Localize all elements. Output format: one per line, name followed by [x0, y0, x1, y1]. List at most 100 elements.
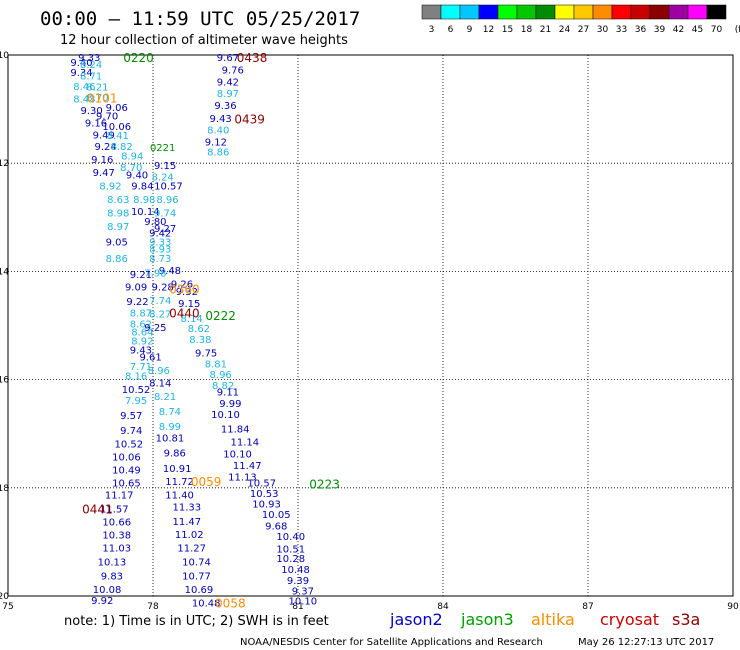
pass-label: 0220 — [123, 51, 154, 65]
legend-label: 3 — [429, 25, 435, 35]
data-label: 10.74 — [182, 557, 211, 568]
data-label: 8.24 — [80, 60, 102, 71]
chart-subtitle: 12 hour collection of altimeter wave hei… — [60, 33, 348, 48]
data-label: 10.57 — [154, 181, 183, 192]
data-label: 8.16 — [125, 371, 147, 382]
data-label: 11.13 — [228, 472, 257, 483]
data-label: 8.97 — [217, 89, 239, 100]
data-label: 11.84 — [221, 424, 250, 435]
legend-label: 21 — [540, 25, 551, 35]
data-label: 10.10 — [223, 450, 252, 461]
data-label: 9.24 — [95, 142, 117, 153]
data-label: 8.41 — [107, 131, 129, 142]
legend-label: 36 — [635, 25, 647, 35]
data-label: 11.40 — [165, 490, 194, 501]
data-label: 8.62 — [130, 319, 152, 330]
x-tick-label: 90 — [727, 602, 739, 612]
data-label: 8.96 — [210, 370, 232, 381]
data-label: 10.06 — [112, 452, 141, 463]
y-tick-labels: -10 -12 -14 -16 -18 -20 — [0, 51, 9, 602]
x-tick-labels: 75 78 81 84 87 90 — [2, 602, 739, 612]
data-label: 9.11 — [217, 388, 239, 399]
data-label: 9.05 — [106, 238, 128, 249]
data-label: 8.87 — [130, 309, 152, 320]
data-label: 8.86 — [207, 147, 229, 158]
data-label: 9.30 — [80, 106, 102, 117]
data-label: 9.27 — [154, 224, 176, 235]
data-label: 10.52 — [122, 385, 151, 396]
data-label: 9.76 — [222, 66, 244, 77]
data-label: 9.16 — [85, 119, 107, 130]
data-label: 9.49 — [93, 131, 115, 142]
data-label: 9.70 — [96, 112, 118, 123]
legend-swatch — [478, 4, 499, 20]
y-tick-label: -10 — [0, 51, 9, 61]
legend-label: 12 — [483, 25, 494, 35]
data-label: 8.40 — [207, 126, 229, 137]
data-label: 9.15 — [178, 299, 200, 310]
data-label: 10.53 — [250, 489, 279, 500]
data-label: 10.38 — [102, 530, 131, 541]
y-tick-label: -14 — [0, 267, 9, 277]
data-label: 9.33 — [78, 53, 100, 64]
data-label: 9.39 — [287, 576, 309, 587]
legend-swatch — [630, 4, 651, 20]
data-label: 9.06 — [106, 103, 128, 114]
satellite-legend: jason2 jason3 altika cryosat s3a — [389, 610, 700, 629]
y-tick-label: -20 — [0, 592, 9, 602]
legend-label: 45 — [692, 25, 703, 35]
legend-swatch — [592, 4, 613, 20]
data-label: 9.74 — [154, 208, 176, 219]
legend-swatch — [535, 4, 556, 20]
x-tick-label: 78 — [147, 602, 159, 612]
data-label: 9.67 — [217, 53, 239, 64]
data-label: 7.95 — [125, 396, 147, 407]
pass-label: 0222 — [205, 309, 236, 323]
data-label: 10.57 — [247, 478, 276, 489]
data-label: 10.52 — [115, 439, 144, 450]
legend-label: 70 — [711, 25, 723, 35]
satellite-s3a: s3a — [672, 610, 700, 629]
data-label: 10.28 — [276, 554, 305, 565]
pass-label: 0360 — [169, 283, 200, 297]
footer-note: note: 1) Time is in UTC; 2) SWH is in fe… — [64, 614, 329, 629]
data-label: 9.80 — [144, 217, 166, 228]
pass-label: 0223 — [309, 477, 340, 491]
data-label: 9.74 — [120, 426, 142, 437]
satellite-jason3: jason3 — [460, 610, 514, 629]
legend-label: 24 — [559, 25, 571, 35]
data-label: 8.21 — [86, 82, 108, 93]
data-label: 9.86 — [164, 449, 186, 460]
data-label: 9.92 — [91, 596, 113, 607]
data-label: 10.69 — [185, 585, 214, 596]
data-label: 10.77 — [182, 571, 211, 582]
pass-label: 0440 — [169, 307, 200, 321]
pass-label: 0441 — [82, 502, 113, 516]
satellite-cryosat: cryosat — [600, 610, 659, 629]
data-label: 9.12 — [205, 138, 227, 149]
data-label: 8.81 — [205, 359, 227, 370]
data-label: 8.86 — [106, 254, 128, 265]
data-label: 8.99 — [159, 422, 181, 433]
data-label: 10.08 — [93, 585, 122, 596]
data-label: 10.10 — [211, 410, 240, 421]
data-labels: 9.339.408.249.348.718.468.218.438.709.06… — [70, 53, 317, 609]
satellite-altika: altika — [531, 610, 575, 629]
data-label: 8.94 — [121, 152, 143, 163]
legend-label: 27 — [578, 25, 589, 35]
data-label: 8.74 — [159, 407, 181, 418]
y-tick-label: -12 — [0, 159, 9, 169]
legend-label: 33 — [616, 25, 627, 35]
data-label: 8.82 — [212, 381, 234, 392]
data-label: 8.46 — [73, 82, 95, 93]
legend-swatch — [497, 4, 518, 20]
data-label: 8.96 — [148, 366, 170, 377]
legend-swatch — [706, 4, 727, 20]
data-label: 9.22 — [126, 297, 148, 308]
pass-label: 0058 — [215, 596, 246, 610]
data-label: 8.93 — [149, 245, 171, 256]
data-label: 11.57 — [100, 504, 129, 515]
data-label: 10.48 — [192, 598, 221, 609]
data-label: 9.36 — [214, 101, 236, 112]
data-label: 11.14 — [231, 437, 260, 448]
